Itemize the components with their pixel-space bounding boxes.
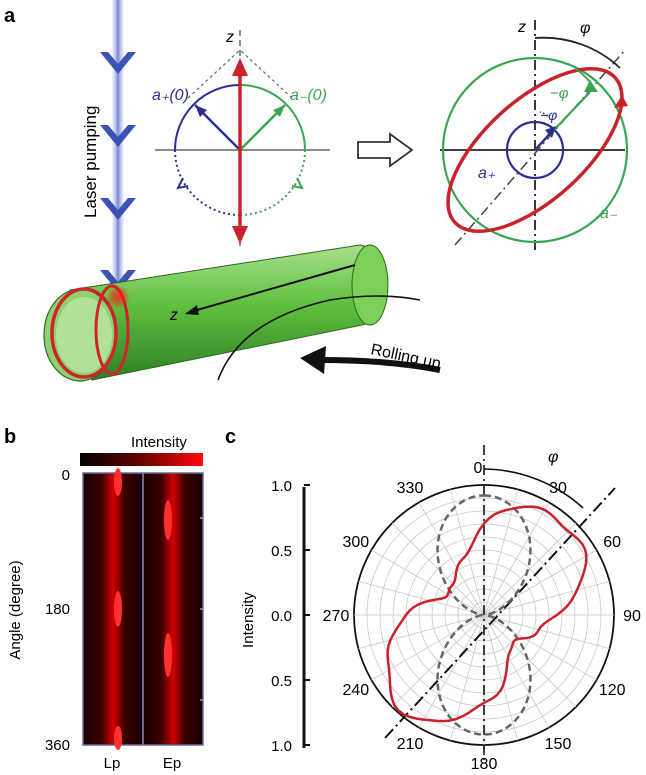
polar-grid-spoke: [483, 549, 597, 616]
phi-label-a: φ: [580, 20, 590, 37]
laser-pumping-label: Laser pumping: [81, 106, 100, 218]
polar-grid-spoke: [483, 614, 519, 741]
panel-a: a Laser pumping: [4, 0, 629, 382]
initial-polarization-diagram: [155, 30, 330, 250]
polar-grid-spoke: [483, 489, 519, 616]
polar-angle-tick: 180: [471, 756, 498, 773]
polar-grid-spoke: [483, 614, 597, 681]
polar-curve-lp: [386, 505, 588, 723]
heatmap-column-label-ep: Ep: [163, 755, 181, 772]
z-axis-label-right: z: [517, 19, 526, 36]
radial-tick-label: 1.0: [271, 738, 292, 755]
polar-angle-tick: 60: [603, 534, 621, 551]
polar-grid-spoke: [391, 522, 485, 616]
polar-ylabel: Intensity: [240, 592, 257, 648]
tube-z-label: z: [169, 307, 178, 324]
polar-grid-spoke: [358, 614, 485, 650]
polar-grid-spoke: [483, 614, 550, 728]
polar-grid-spoke: [483, 614, 610, 650]
polar-grid-spoke: [483, 580, 610, 616]
radial-tick-label: 0.0: [271, 608, 292, 625]
radial-tick-label: 0.5: [271, 673, 292, 690]
heatmap-column-label-lp: Lp: [104, 755, 121, 772]
polar-grid-spoke: [358, 580, 485, 616]
minus-phi-green-label: −φ: [550, 85, 569, 102]
phi-arc: [483, 468, 584, 509]
rotated-polarization-diagram: [440, 20, 629, 250]
panel-b-label: b: [4, 426, 16, 448]
transition-arrow: [357, 132, 414, 168]
polar-angle-tick: 0: [474, 460, 483, 477]
polar-angle-tick: 300: [342, 534, 369, 551]
polar-grid-spoke: [418, 502, 485, 616]
polar-angle-tick: 240: [342, 682, 369, 699]
laser-beam: [100, 0, 136, 292]
polar-grid-spoke: [483, 502, 550, 616]
heatmap-peaks: [114, 468, 172, 750]
a-plus-zero-label: a₊(0): [152, 87, 189, 104]
polar-angle-tick: 90: [623, 608, 641, 625]
polar-angle-tick: 120: [599, 682, 626, 699]
radial-tick-label: 1.0: [271, 478, 292, 495]
z-axis-label-left: z: [225, 29, 234, 46]
a-minus-zero-label: a₋(0): [290, 87, 327, 104]
rolling-up-label: Rolling up: [369, 341, 442, 372]
heatmap-ytick-360: 360: [45, 737, 70, 754]
a-plus-label: a₊: [478, 165, 496, 182]
polar-curve-ep: [436, 494, 532, 736]
colorbar-label: Intensity: [131, 434, 187, 451]
a-minus-label: a₋: [600, 205, 618, 222]
panel-b: b Intensity 0 180 360 Angle (degree) Lp …: [4, 426, 204, 772]
panel-a-label: a: [4, 5, 16, 27]
polar-angle-tick: 330: [397, 480, 424, 497]
polar-grid-spoke: [483, 614, 577, 708]
radial-ticks: 1.0 0.5 0.0 0.5 1.0: [271, 478, 310, 755]
polar-grid-spoke: [391, 614, 485, 708]
radial-tick-label: 0.5: [271, 543, 292, 560]
polar-grid-spoke: [483, 522, 577, 616]
heatmap-ytick-180: 180: [45, 601, 70, 618]
heatmap-column-lp: [84, 474, 142, 744]
microtube: [43, 244, 441, 382]
panel-c: c Intensity 1.00.50.00.51.0 030609012015…: [225, 426, 641, 773]
polar-angle-tick: 270: [323, 608, 350, 625]
panel-c-label: c: [225, 426, 236, 448]
colorbar: [80, 453, 203, 466]
polar-grid-spoke: [418, 614, 485, 728]
polar-grid-spoke: [371, 549, 485, 616]
heatmap: [82, 468, 204, 750]
polar-angle-tick: 210: [397, 736, 424, 753]
heatmap-ylabel: Angle (degree): [7, 560, 24, 659]
minus-phi-blue-label: −φ: [540, 107, 557, 123]
polar-angle-tick: 150: [545, 736, 572, 753]
heatmap-ytick-0: 0: [62, 467, 70, 484]
phi-label-c: φ: [548, 449, 558, 466]
heatmap-column-ep: [144, 474, 202, 744]
